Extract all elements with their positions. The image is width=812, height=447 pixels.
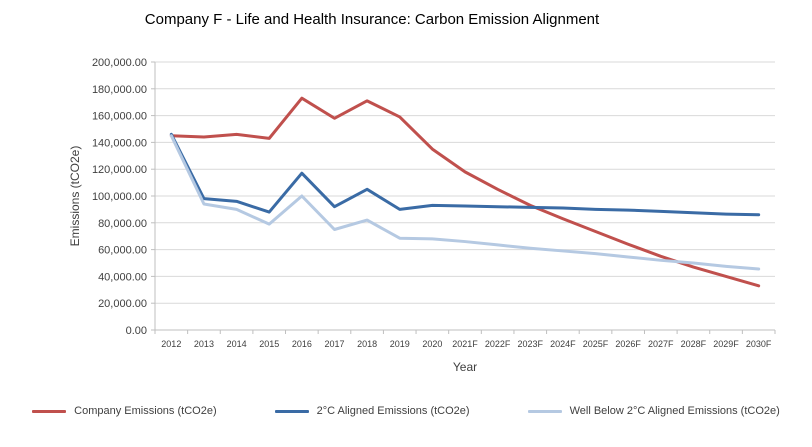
x-tick-label: 2012 <box>161 339 181 349</box>
x-tick-label: 2029F <box>713 339 739 349</box>
chart-title: Company F - Life and Health Insurance: C… <box>144 11 600 28</box>
x-tick-label: 2019 <box>390 339 410 349</box>
y-tick-label: 140,000.00 <box>92 137 147 149</box>
x-tick-label: 2028F <box>681 339 707 349</box>
y-tick-label: 120,000.00 <box>92 164 147 176</box>
x-tick-label: 2023F <box>517 339 543 349</box>
y-tick-label: 60,000.00 <box>98 245 147 257</box>
x-tick-label: 2014 <box>227 339 247 349</box>
y-tick-label: 180,000.00 <box>92 84 147 96</box>
legend-label-well-below-2c: Well Below 2°C Aligned Emissions (tCO2e) <box>569 405 780 417</box>
legend: Company Emissions (tCO2e) 2°C Aligned Em… <box>0 405 812 417</box>
x-tick-label: 2015 <box>259 339 279 349</box>
x-tick-label: 2013 <box>194 339 214 349</box>
legend-label-2c-aligned: 2°C Aligned Emissions (tCO2e) <box>316 405 470 417</box>
x-tick-label: 2021F <box>452 339 478 349</box>
x-tick-label: 2018 <box>357 339 377 349</box>
y-tick-label: 20,000.00 <box>98 298 147 310</box>
legend-item-company-emissions: Company Emissions (tCO2e) <box>32 405 217 417</box>
y-tick-label: 160,000.00 <box>92 111 147 123</box>
legend-swatch-2c-aligned <box>274 409 309 413</box>
legend-label-company-emissions: Company Emissions (tCO2e) <box>74 405 217 417</box>
x-axis-title: Year <box>452 360 478 374</box>
x-tick-label: 2027F <box>648 339 674 349</box>
y-tick-label: 200,000.00 <box>92 57 147 69</box>
y-tick-label: 40,000.00 <box>98 271 147 283</box>
x-tick-label: 2024F <box>550 339 576 349</box>
x-tick-label: 2026F <box>615 339 641 349</box>
y-tick-label: 100,000.00 <box>92 191 147 203</box>
series-line-0 <box>169 96 761 288</box>
y-tick-label: 80,000.00 <box>98 218 147 230</box>
y-tick-label: 0.00 <box>126 325 147 337</box>
legend-item-2c-aligned: 2°C Aligned Emissions (tCO2e) <box>274 405 470 417</box>
x-tick-label: 2022F <box>485 339 511 349</box>
x-tick-label: 2025F <box>583 339 609 349</box>
series-line-1 <box>169 132 761 217</box>
x-tick-label: 2016 <box>292 339 312 349</box>
legend-item-well-below-2c: Well Below 2°C Aligned Emissions (tCO2e) <box>527 405 780 417</box>
x-tick-label: 2020 <box>422 339 442 349</box>
x-tick-label: 2017 <box>324 339 344 349</box>
legend-swatch-company-emissions <box>32 409 67 413</box>
x-tick-label: 2030F <box>746 339 772 349</box>
legend-swatch-well-below-2c <box>527 409 562 413</box>
series-line-2 <box>169 134 761 271</box>
